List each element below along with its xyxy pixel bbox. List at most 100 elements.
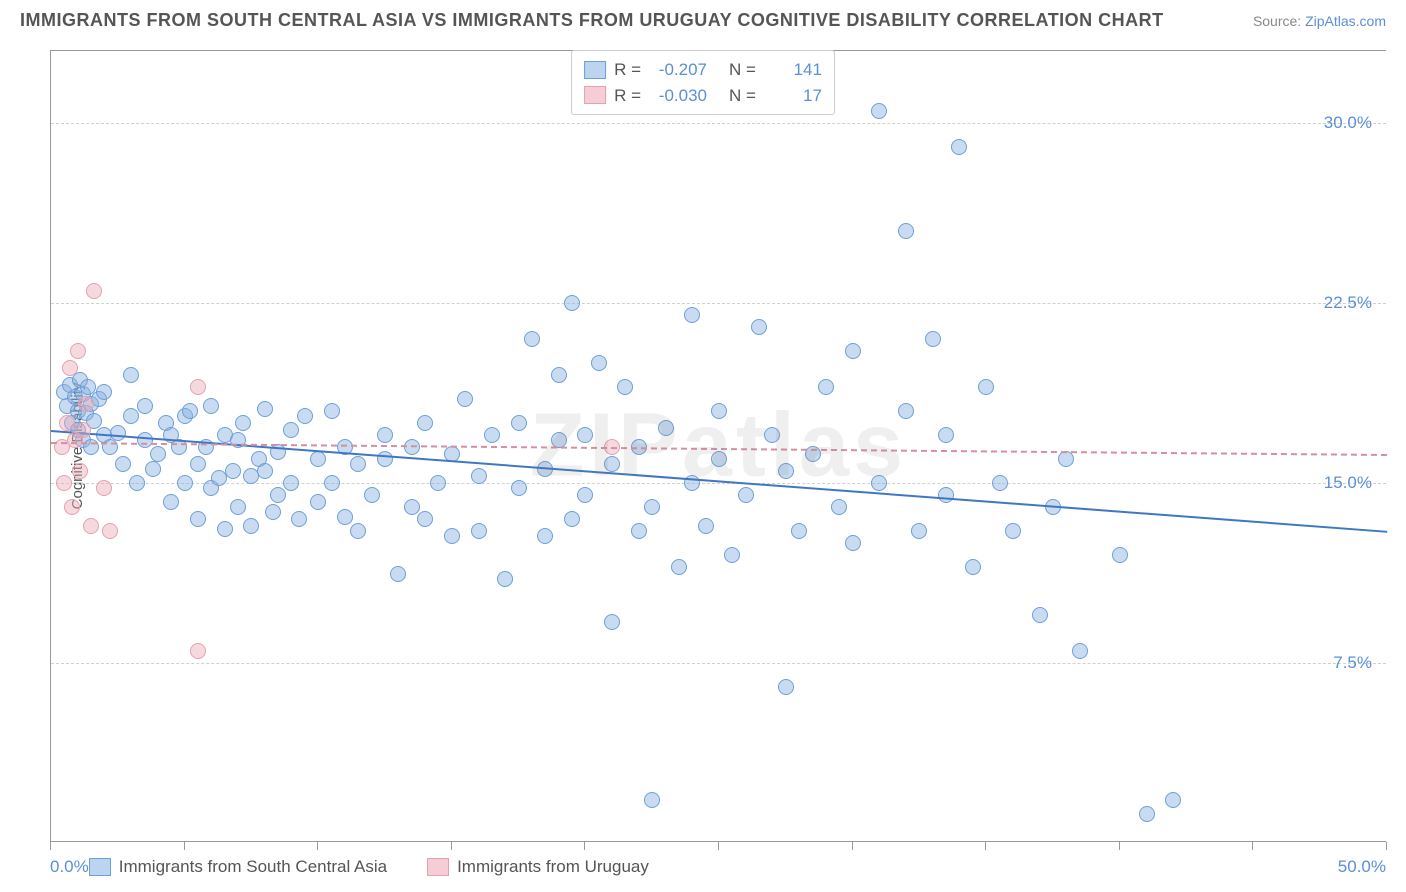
- data-point: [711, 403, 727, 419]
- legend-item: Immigrants from Uruguay: [427, 857, 649, 877]
- data-point: [190, 456, 206, 472]
- chart-plot-area: ZIPatlas 7.5%15.0%22.5%30.0%: [50, 50, 1386, 842]
- y-tick-label: 15.0%: [1324, 473, 1372, 493]
- data-point: [951, 139, 967, 155]
- data-point: [511, 480, 527, 496]
- data-point: [243, 518, 259, 534]
- data-point: [577, 487, 593, 503]
- data-point: [203, 398, 219, 414]
- data-point: [137, 432, 153, 448]
- r-label: R =: [614, 83, 641, 109]
- data-point: [310, 451, 326, 467]
- data-point: [738, 487, 754, 503]
- x-tick: [985, 842, 986, 850]
- data-point: [83, 518, 99, 534]
- source-link[interactable]: ZipAtlas.com: [1305, 13, 1386, 29]
- data-point: [1165, 792, 1181, 808]
- data-point: [283, 422, 299, 438]
- n-value: 17: [764, 83, 822, 109]
- data-point: [377, 427, 393, 443]
- data-point: [283, 475, 299, 491]
- data-point: [62, 360, 78, 376]
- data-point: [978, 379, 994, 395]
- data-point: [778, 679, 794, 695]
- data-point: [1032, 607, 1048, 623]
- n-label: N =: [729, 57, 756, 83]
- data-point: [182, 403, 198, 419]
- data-point: [123, 367, 139, 383]
- x-tick: [718, 842, 719, 850]
- data-point: [764, 427, 780, 443]
- data-point: [658, 420, 674, 436]
- data-point: [1139, 806, 1155, 822]
- data-point: [684, 307, 700, 323]
- data-point: [324, 403, 340, 419]
- data-point: [564, 295, 580, 311]
- r-value: -0.207: [649, 57, 707, 83]
- data-point: [257, 463, 273, 479]
- x-tick: [184, 842, 185, 850]
- y-tick-label: 30.0%: [1324, 113, 1372, 133]
- chart-title: IMMIGRANTS FROM SOUTH CENTRAL ASIA VS IM…: [20, 10, 1164, 31]
- data-point: [337, 509, 353, 525]
- data-point: [190, 511, 206, 527]
- data-point: [102, 523, 118, 539]
- data-point: [377, 451, 393, 467]
- data-point: [778, 463, 794, 479]
- legend-swatch: [584, 61, 606, 79]
- data-point: [235, 415, 251, 431]
- grid-line: [51, 303, 1386, 304]
- data-point: [711, 451, 727, 467]
- data-point: [604, 456, 620, 472]
- data-point: [1072, 643, 1088, 659]
- x-axis-max-label: 50.0%: [1338, 857, 1386, 877]
- r-value: -0.030: [649, 83, 707, 109]
- data-point: [137, 398, 153, 414]
- data-point: [72, 463, 88, 479]
- data-point: [70, 343, 86, 359]
- legend-label: Immigrants from Uruguay: [457, 857, 649, 877]
- data-point: [551, 367, 567, 383]
- data-point: [59, 415, 75, 431]
- data-point: [564, 511, 580, 527]
- x-tick: [1386, 842, 1387, 850]
- data-point: [444, 528, 460, 544]
- source-attribution: Source: ZipAtlas.com: [1253, 13, 1386, 29]
- data-point: [644, 792, 660, 808]
- data-point: [417, 415, 433, 431]
- data-point: [845, 535, 861, 551]
- data-point: [390, 566, 406, 582]
- data-point: [698, 518, 714, 534]
- data-point: [324, 475, 340, 491]
- n-value: 141: [764, 57, 822, 83]
- data-point: [150, 446, 166, 462]
- data-point: [230, 499, 246, 515]
- x-tick: [317, 842, 318, 850]
- data-point: [484, 427, 500, 443]
- data-point: [404, 499, 420, 515]
- legend-item: Immigrants from South Central Asia: [89, 857, 387, 877]
- legend-swatch: [89, 858, 111, 876]
- x-axis-min-label: 0.0%: [50, 857, 89, 877]
- data-point: [75, 422, 91, 438]
- data-point: [471, 523, 487, 539]
- data-point: [898, 403, 914, 419]
- y-tick-label: 22.5%: [1324, 293, 1372, 313]
- data-point: [56, 475, 72, 491]
- data-point: [751, 319, 767, 335]
- data-point: [64, 499, 80, 515]
- data-point: [644, 499, 660, 515]
- data-point: [604, 614, 620, 630]
- data-point: [537, 528, 553, 544]
- data-point: [78, 396, 94, 412]
- source-label: Source:: [1253, 13, 1301, 29]
- data-point: [551, 432, 567, 448]
- data-point: [938, 487, 954, 503]
- data-point: [217, 521, 233, 537]
- series-legend: Immigrants from South Central Asia Immigr…: [89, 857, 649, 877]
- legend-label: Immigrants from South Central Asia: [119, 857, 387, 877]
- data-point: [845, 343, 861, 359]
- data-point: [671, 559, 687, 575]
- data-point: [86, 283, 102, 299]
- data-point: [965, 559, 981, 575]
